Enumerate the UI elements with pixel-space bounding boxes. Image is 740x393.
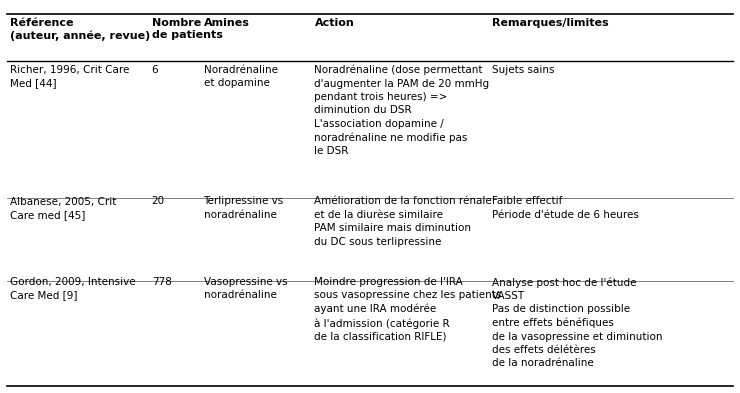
- Text: 20: 20: [152, 196, 165, 206]
- Text: Faible effectif
Période d'étude de 6 heures: Faible effectif Période d'étude de 6 heu…: [492, 196, 639, 220]
- Text: Sujets sains: Sujets sains: [492, 65, 554, 75]
- Text: Référence
(auteur, année, revue): Référence (auteur, année, revue): [10, 18, 150, 41]
- Text: Amélioration de la fonction rénale
et de la diurèse similaire
PAM similaire mais: Amélioration de la fonction rénale et de…: [314, 196, 492, 246]
- Text: Richer, 1996, Crit Care
Med [44]: Richer, 1996, Crit Care Med [44]: [10, 65, 129, 88]
- Text: Vasopressine vs
noradrénaline: Vasopressine vs noradrénaline: [204, 277, 287, 300]
- Text: 6: 6: [152, 65, 158, 75]
- Text: Amines: Amines: [204, 18, 249, 28]
- Text: Action: Action: [314, 18, 354, 28]
- Text: Albanese, 2005, Crit
Care med [45]: Albanese, 2005, Crit Care med [45]: [10, 196, 116, 220]
- Text: 778: 778: [152, 277, 172, 287]
- Text: Terlipressine vs
noradrénaline: Terlipressine vs noradrénaline: [204, 196, 283, 220]
- Text: Noradrénaline
et dopamine: Noradrénaline et dopamine: [204, 65, 278, 88]
- Text: Noradrénaline (dose permettant
d'augmenter la PAM de 20 mmHg
pendant trois heure: Noradrénaline (dose permettant d'augment…: [314, 65, 490, 156]
- Text: Remarques/limites: Remarques/limites: [492, 18, 609, 28]
- Text: Nombre
de patients: Nombre de patients: [152, 18, 223, 40]
- Text: Analyse post hoc de l'étude
VASST
Pas de distinction possible
entre effets bénéf: Analyse post hoc de l'étude VASST Pas de…: [492, 277, 662, 368]
- Text: Gordon, 2009, Intensive
Care Med [9]: Gordon, 2009, Intensive Care Med [9]: [10, 277, 135, 300]
- Text: Moindre progression de l'IRA
sous vasopressine chez les patients
ayant une IRA m: Moindre progression de l'IRA sous vasopr…: [314, 277, 502, 342]
